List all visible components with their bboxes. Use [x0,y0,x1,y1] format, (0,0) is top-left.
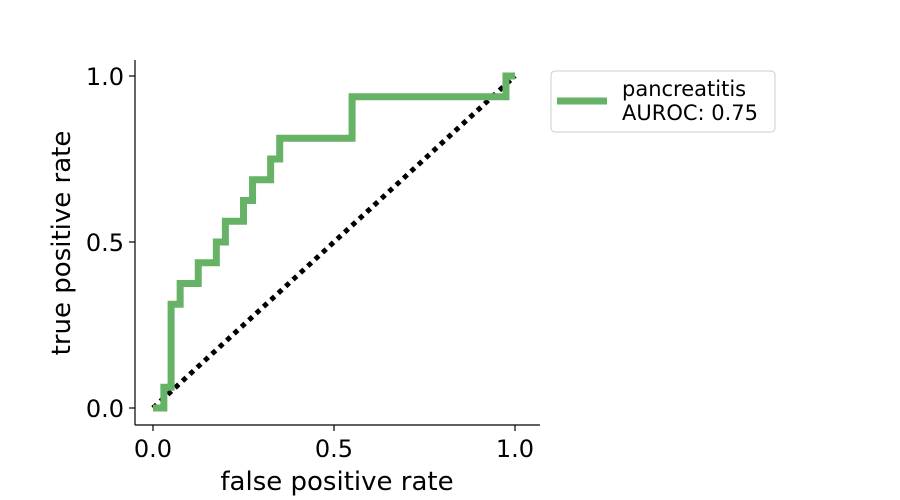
chance-diagonal-line [151,74,517,410]
legend: pancreatitis AUROC: 0.75 [550,70,776,133]
legend-label-pancreatitis: pancreatitis [622,77,746,101]
legend-box [550,70,776,133]
x-axis-label: false positive rate [220,467,453,497]
y-tick-label: 1.0 [86,63,124,91]
plot-area [151,72,517,412]
axes: 0.0 0.5 1.0 0.0 0.5 1.0 [86,60,540,463]
y-ticks: 0.0 0.5 1.0 [86,63,135,423]
y-tick-label: 0.5 [86,229,124,257]
y-axis-label: true positive rate [47,131,77,356]
y-tick-label: 0.0 [86,395,124,423]
x-tick-label: 0.0 [134,435,172,463]
roc-curve-pancreatitis [153,72,515,412]
x-tick-label: 0.5 [315,435,353,463]
x-ticks: 0.0 0.5 1.0 [134,425,534,463]
legend-label-auroc: AUROC: 0.75 [622,101,758,125]
x-tick-label: 1.0 [496,435,534,463]
